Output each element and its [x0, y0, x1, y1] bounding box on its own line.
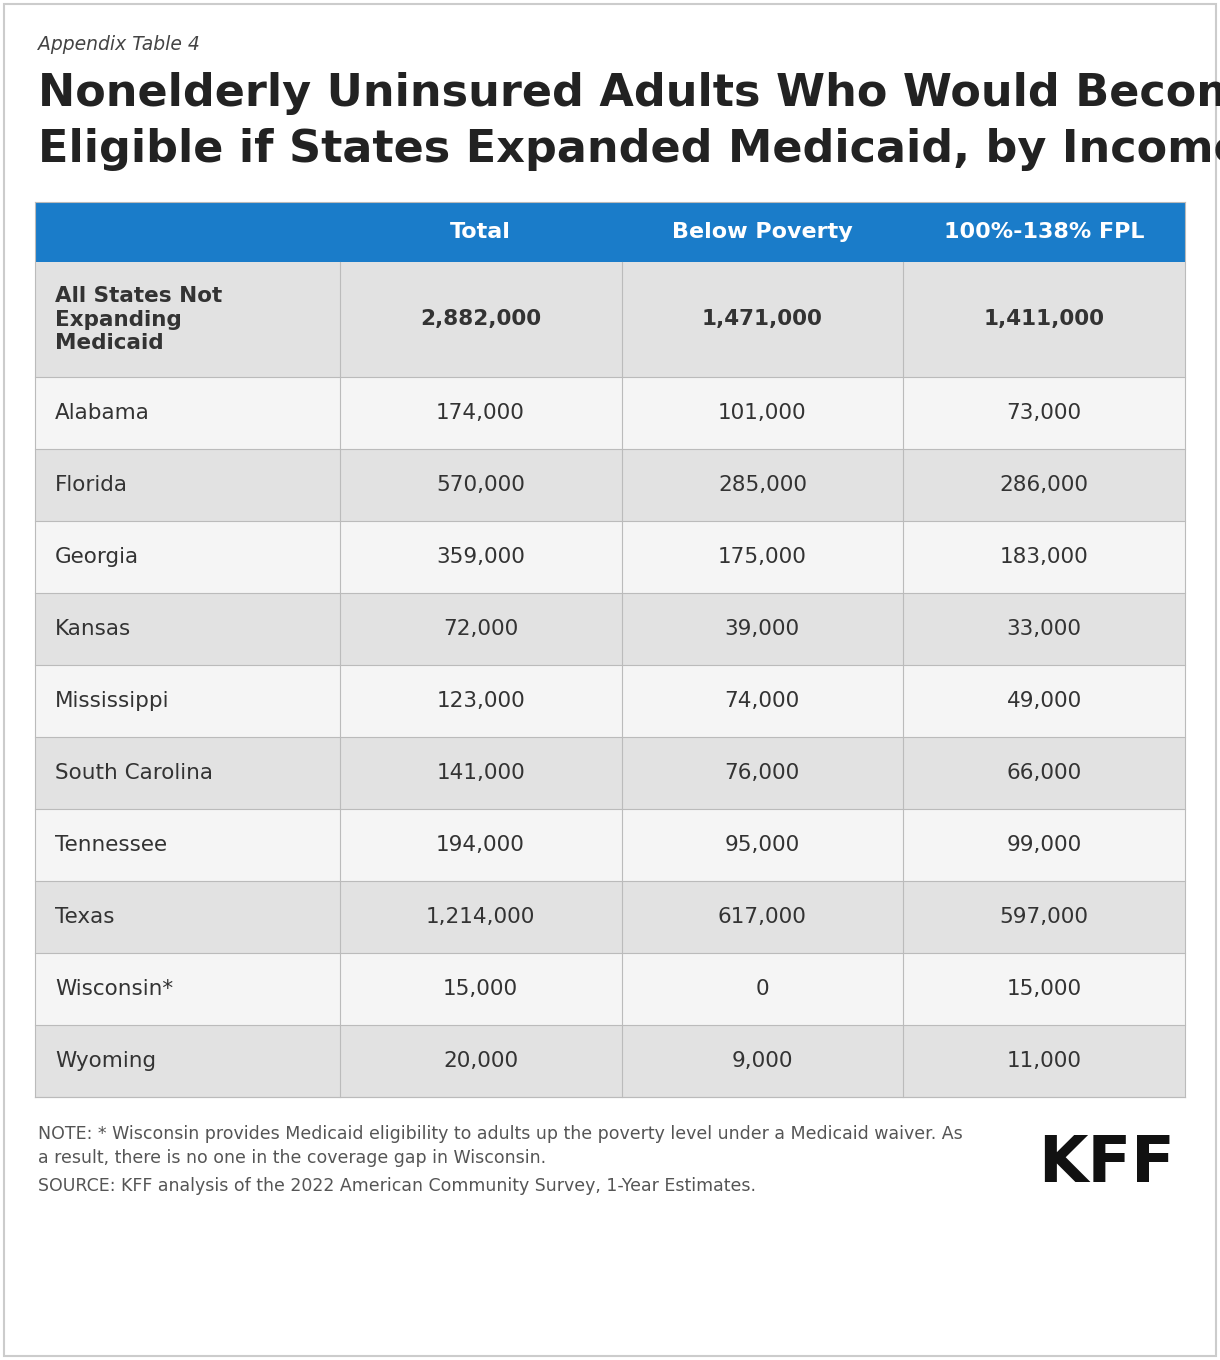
Text: Tennessee: Tennessee — [55, 835, 167, 855]
Text: Texas: Texas — [55, 907, 115, 928]
Text: 74,000: 74,000 — [725, 691, 800, 711]
Bar — [35, 809, 1185, 881]
Text: 9,000: 9,000 — [732, 1051, 793, 1072]
Text: 95,000: 95,000 — [725, 835, 800, 855]
Text: 99,000: 99,000 — [1006, 835, 1082, 855]
Text: 15,000: 15,000 — [1006, 979, 1082, 1000]
Text: 39,000: 39,000 — [725, 619, 800, 639]
Text: Georgia: Georgia — [55, 547, 139, 567]
Text: Below Poverty: Below Poverty — [672, 222, 853, 242]
Text: Wisconsin*: Wisconsin* — [55, 979, 173, 1000]
Bar — [35, 521, 1185, 593]
Bar — [35, 449, 1185, 521]
Bar — [35, 737, 1185, 809]
Text: Florida: Florida — [55, 475, 128, 495]
Bar — [35, 203, 1185, 262]
Bar — [35, 1025, 1185, 1098]
Text: All States Not
Expanding
Medicaid: All States Not Expanding Medicaid — [55, 287, 222, 352]
Text: Kansas: Kansas — [55, 619, 132, 639]
Text: 359,000: 359,000 — [437, 547, 525, 567]
Text: 101,000: 101,000 — [719, 403, 806, 423]
Text: 123,000: 123,000 — [437, 691, 525, 711]
Text: 20,000: 20,000 — [443, 1051, 518, 1072]
Text: 76,000: 76,000 — [725, 763, 800, 783]
Text: 0: 0 — [755, 979, 769, 1000]
Text: SOURCE: KFF analysis of the 2022 American Community Survey, 1-Year Estimates.: SOURCE: KFF analysis of the 2022 America… — [38, 1176, 756, 1195]
Text: KFF: KFF — [1038, 1133, 1175, 1195]
Bar — [35, 665, 1185, 737]
Text: 183,000: 183,000 — [999, 547, 1088, 567]
Bar — [35, 377, 1185, 449]
Text: 285,000: 285,000 — [717, 475, 806, 495]
Text: 1,471,000: 1,471,000 — [702, 310, 822, 329]
Text: 286,000: 286,000 — [999, 475, 1088, 495]
Text: South Carolina: South Carolina — [55, 763, 214, 783]
Text: NOTE: * Wisconsin provides Medicaid eligibility to adults up the poverty level u: NOTE: * Wisconsin provides Medicaid elig… — [38, 1125, 963, 1142]
Text: Alabama: Alabama — [55, 403, 150, 423]
Bar — [35, 953, 1185, 1025]
Text: 33,000: 33,000 — [1006, 619, 1082, 639]
Text: 72,000: 72,000 — [443, 619, 518, 639]
Text: 11,000: 11,000 — [1006, 1051, 1082, 1072]
Text: 174,000: 174,000 — [437, 403, 525, 423]
Bar — [35, 881, 1185, 953]
Text: 2,882,000: 2,882,000 — [420, 310, 542, 329]
Text: Mississippi: Mississippi — [55, 691, 170, 711]
Text: 141,000: 141,000 — [437, 763, 525, 783]
Text: 15,000: 15,000 — [443, 979, 518, 1000]
Text: 1,214,000: 1,214,000 — [426, 907, 536, 928]
Text: 66,000: 66,000 — [1006, 763, 1082, 783]
Text: Total: Total — [450, 222, 511, 242]
Text: 570,000: 570,000 — [437, 475, 525, 495]
Text: 1,411,000: 1,411,000 — [983, 310, 1104, 329]
Text: 175,000: 175,000 — [717, 547, 806, 567]
Bar — [35, 593, 1185, 665]
Text: 617,000: 617,000 — [717, 907, 806, 928]
Text: 49,000: 49,000 — [1006, 691, 1082, 711]
Text: Eligible if States Expanded Medicaid, by Income: Eligible if States Expanded Medicaid, by… — [38, 128, 1220, 171]
Text: Appendix Table 4: Appendix Table 4 — [38, 35, 200, 54]
Text: a result, there is no one in the coverage gap in Wisconsin.: a result, there is no one in the coverag… — [38, 1149, 547, 1167]
Text: 597,000: 597,000 — [999, 907, 1088, 928]
Text: 73,000: 73,000 — [1006, 403, 1082, 423]
Text: Nonelderly Uninsured Adults Who Would Become: Nonelderly Uninsured Adults Who Would Be… — [38, 72, 1220, 116]
Text: 100%-138% FPL: 100%-138% FPL — [944, 222, 1144, 242]
Text: Wyoming: Wyoming — [55, 1051, 156, 1072]
Bar — [35, 262, 1185, 377]
Text: 194,000: 194,000 — [437, 835, 525, 855]
